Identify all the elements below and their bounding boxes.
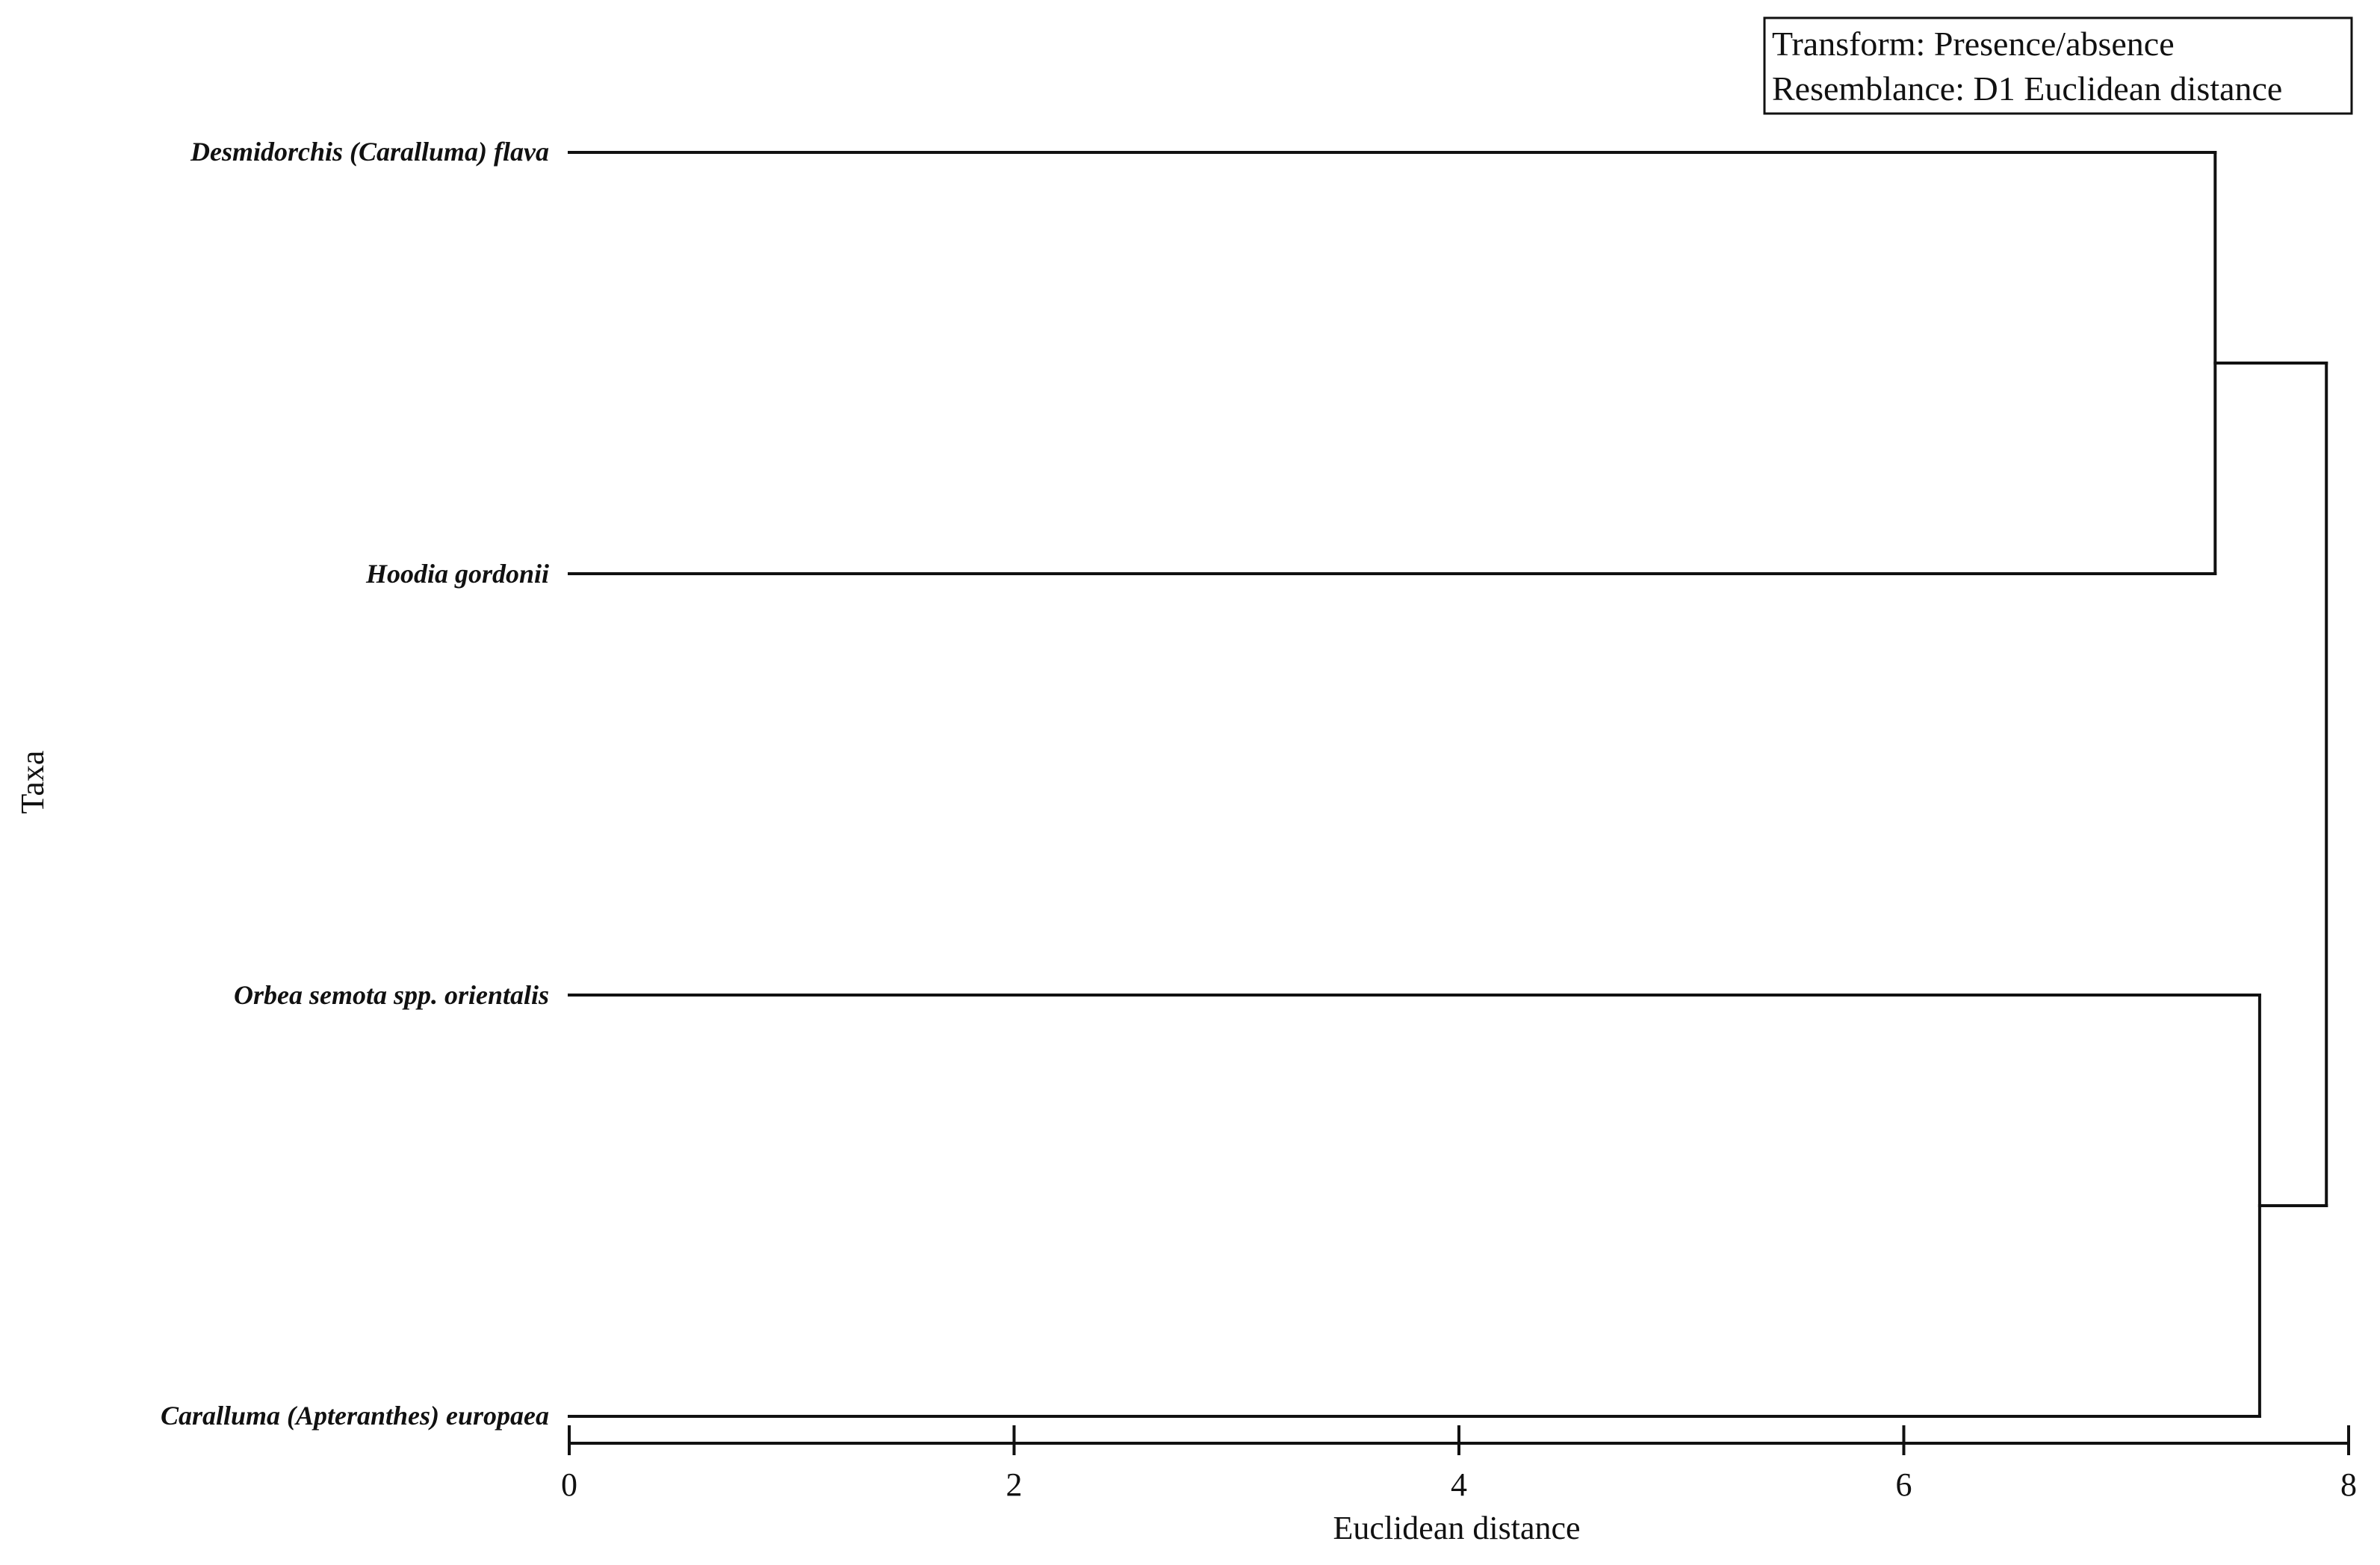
- legend-line-resemblance: Resemblance: D1 Euclidean distance: [1772, 69, 2282, 108]
- leaf-labels: Desmidorchis (Caralluma) flava Hoodia go…: [161, 137, 549, 1431]
- x-axis: 0 2 4 6 8: [561, 1425, 2357, 1503]
- leaf-label: Hoodia gordonii: [365, 559, 549, 589]
- legend: Transform: Presence/absence Resemblance:…: [1763, 16, 2353, 115]
- x-tick-label: 0: [561, 1466, 577, 1503]
- leaf-label: Orbea semota spp. orientalis: [234, 980, 549, 1010]
- x-tick-label: 4: [1451, 1466, 1467, 1503]
- leaf-label: Desmidorchis (Caralluma) flava: [190, 137, 549, 167]
- legend-box: [1763, 16, 2353, 115]
- x-axis-title: Euclidean distance: [1333, 1510, 1580, 1546]
- dendrogram-branches: [568, 151, 2328, 1418]
- legend-line-transform: Transform: Presence/absence: [1772, 25, 2175, 63]
- y-axis-title: Taxa: [14, 751, 51, 814]
- x-tick-label: 8: [2340, 1466, 2357, 1503]
- x-tick-label: 2: [1006, 1466, 1023, 1503]
- leaf-label: Caralluma (Apteranthes) europaea: [161, 1401, 549, 1431]
- x-tick-label: 6: [1896, 1466, 1912, 1503]
